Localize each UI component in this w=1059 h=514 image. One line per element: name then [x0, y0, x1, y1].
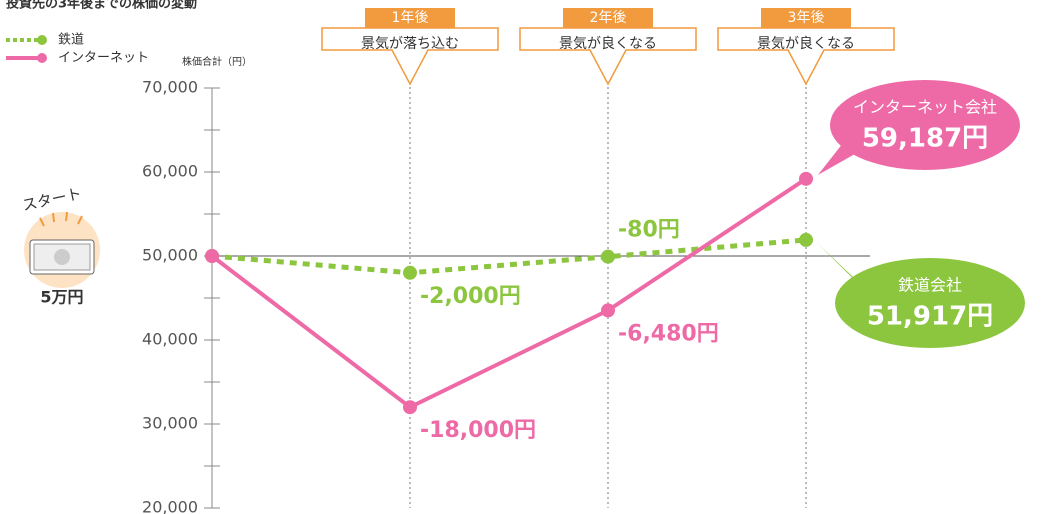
end-bubble [835, 258, 1025, 348]
money-icon [24, 211, 100, 288]
series-point [799, 232, 813, 247]
start-amount: 5万円 [40, 288, 83, 307]
period-tab [365, 8, 455, 28]
end-name: インターネット会社 [853, 98, 997, 117]
y-tick-label: 20,000 [142, 498, 198, 514]
change-label: -2,000円 [420, 284, 521, 309]
end-bubble [830, 80, 1020, 170]
event-callout [717, 27, 895, 86]
period-tab [761, 8, 851, 28]
series-point [601, 249, 615, 264]
period-tab [563, 8, 653, 28]
series-point [799, 171, 813, 186]
y-tick-label: 70,000 [142, 78, 198, 97]
period-label: 2年後 [590, 10, 627, 26]
end-amount: 59,187円 [862, 124, 988, 154]
period-label: 3年後 [788, 10, 825, 26]
legend-dot [37, 53, 47, 63]
y-axis-label: 株価合計（円） [182, 55, 252, 68]
series-point [403, 265, 417, 280]
event-callout [321, 27, 499, 86]
change-label: -18,000円 [420, 418, 536, 443]
series-point [601, 303, 615, 318]
series-point [205, 249, 219, 263]
series-line [211, 237, 807, 276]
y-tick-label: 50,000 [142, 246, 198, 265]
legend-dot [37, 35, 47, 45]
start-label: スタート [21, 184, 83, 214]
event-label: 景気が良くなる [757, 36, 855, 52]
period-label: 1年後 [392, 10, 429, 26]
legend-label: インターネット [58, 51, 149, 66]
legend-label: 鉄道 [58, 33, 84, 48]
series-line [210, 177, 808, 410]
end-amount: 51,917円 [867, 302, 993, 332]
event-label: 景気が良くなる [559, 36, 657, 52]
chart-title: 投資先の3年後までの株価の変動 [6, 0, 197, 12]
change-label: -80円 [618, 218, 680, 243]
event-label: 景気が落ち込む [361, 36, 459, 52]
change-label: -6,480円 [618, 321, 719, 346]
y-tick-label: 30,000 [142, 414, 198, 433]
y-tick-label: 60,000 [142, 162, 198, 181]
end-name: 鉄道会社 [898, 276, 962, 295]
event-callout [519, 27, 697, 86]
end-bubble-tail [818, 243, 890, 315]
y-tick-label: 40,000 [142, 330, 198, 349]
series-point [403, 400, 417, 415]
